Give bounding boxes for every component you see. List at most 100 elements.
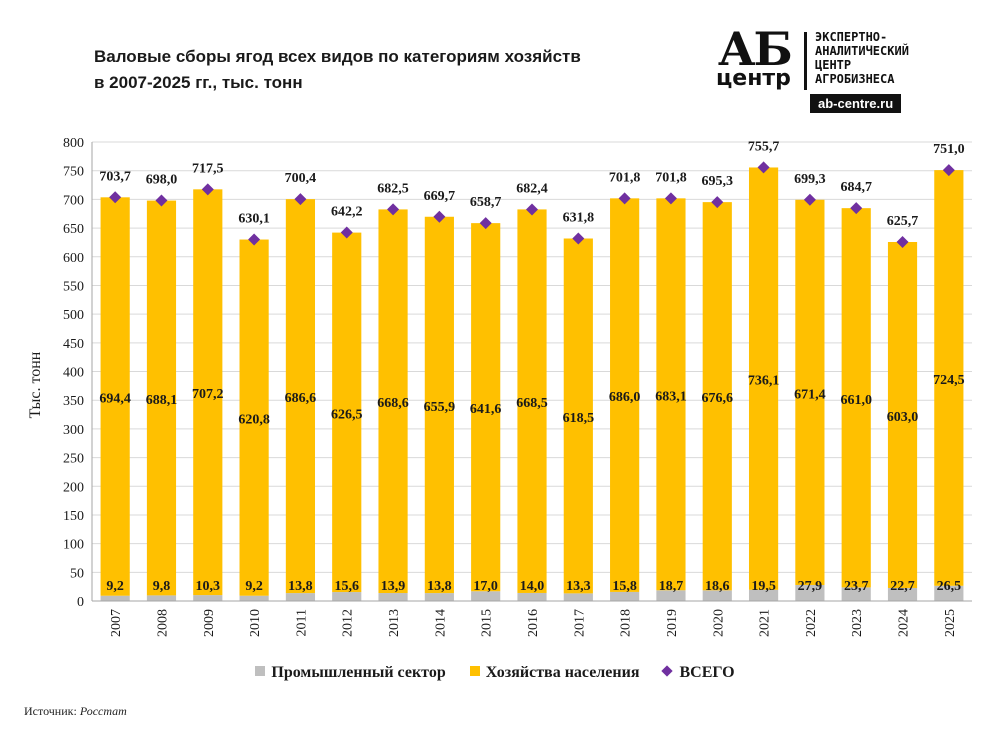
legend-swatch-households xyxy=(469,666,480,676)
bar-households xyxy=(100,197,130,596)
x-tick-label: 2009 xyxy=(202,609,217,637)
x-tick-label: 2023 xyxy=(850,609,865,637)
y-tick-label: 500 xyxy=(63,308,84,323)
label-industrial: 9,2 xyxy=(245,579,263,594)
label-industrial: 9,2 xyxy=(106,579,124,594)
label-households: 676,6 xyxy=(702,391,734,406)
bar-households xyxy=(795,199,825,585)
bar-households xyxy=(471,223,501,592)
label-total: 669,7 xyxy=(424,189,456,204)
bar-industrial xyxy=(563,593,593,601)
bar-households xyxy=(332,232,362,593)
legend-swatch-industrial xyxy=(255,666,266,676)
data-labels: 9,2 694,4 703,7 9,8 688,1 698,0 10,3 707,2 717,5… xyxy=(99,139,964,594)
x-tick-label: 2020 xyxy=(711,609,726,637)
marker-total xyxy=(711,196,724,209)
marker-total xyxy=(803,193,816,206)
label-industrial: 13,8 xyxy=(288,579,313,594)
logo-line1: ЭКСПЕРТНО- xyxy=(815,30,888,44)
label-industrial: 17,0 xyxy=(473,579,498,594)
x-tick-label: 2008 xyxy=(155,609,170,637)
label-households: 724,5 xyxy=(933,373,965,388)
label-industrial: 9,8 xyxy=(153,579,171,594)
marker-total xyxy=(618,192,631,205)
bar-households xyxy=(610,198,640,592)
label-households: 694,4 xyxy=(99,392,131,407)
y-tick-label: 250 xyxy=(63,452,84,467)
label-total: 631,8 xyxy=(563,211,595,226)
label-total: 682,4 xyxy=(516,181,548,196)
bar-industrial xyxy=(656,590,686,601)
x-tick-label: 2019 xyxy=(665,609,680,637)
marker-total xyxy=(433,210,446,223)
label-total: 682,5 xyxy=(377,181,409,196)
x-tick-label: 2014 xyxy=(433,609,448,637)
label-households: 683,1 xyxy=(655,389,687,404)
label-total: 630,1 xyxy=(238,211,270,226)
y-tick-label: 200 xyxy=(63,480,84,495)
label-industrial: 26,5 xyxy=(937,579,962,594)
label-total: 703,7 xyxy=(99,169,131,184)
source-note: Источник: Росстат xyxy=(24,704,127,719)
bar-industrial xyxy=(841,587,871,601)
marker-total xyxy=(850,202,863,215)
y-tick-label: 300 xyxy=(63,423,84,438)
y-tick-label: 50 xyxy=(70,566,84,581)
label-industrial: 27,9 xyxy=(798,579,823,594)
legend-item-industrial: Промышленный сектор xyxy=(255,664,446,682)
label-industrial: 13,3 xyxy=(566,579,591,594)
bar-households xyxy=(934,170,964,586)
chart-title-line1: Валовые сборы ягод всех видов по категор… xyxy=(94,47,581,66)
legend-diamond-total xyxy=(661,665,674,677)
label-total: 751,0 xyxy=(933,142,965,157)
legend: Промышленный сектор Хозяйства населения … xyxy=(0,664,990,682)
label-industrial: 13,9 xyxy=(381,579,406,594)
bar-households xyxy=(424,216,454,594)
label-total: 684,7 xyxy=(840,180,872,195)
bar-industrial xyxy=(332,592,362,601)
y-tick-label: 100 xyxy=(63,538,84,553)
label-total: 699,3 xyxy=(794,172,826,187)
bar-households xyxy=(887,242,918,588)
label-total: 701,8 xyxy=(609,170,641,185)
label-industrial: 19,5 xyxy=(751,579,776,594)
label-total: 701,8 xyxy=(655,170,687,185)
ab-centre-logo: АБ центр ЭКСПЕРТНО- АНАЛИТИЧЕСКИЙ ЦЕНТР … xyxy=(714,22,974,118)
label-households: 688,1 xyxy=(146,393,178,408)
bar-industrial xyxy=(517,592,547,601)
x-tick-label: 2015 xyxy=(480,609,495,637)
y-tick-label: 0 xyxy=(77,595,84,610)
label-households: 620,8 xyxy=(238,413,270,428)
bar-households xyxy=(748,167,779,590)
y-tick-label: 150 xyxy=(63,509,84,524)
x-tick-label: 2024 xyxy=(897,609,912,637)
x-tick-label: 2013 xyxy=(387,609,402,637)
marker-total xyxy=(664,192,677,205)
bar-households xyxy=(841,208,871,588)
bar-industrial xyxy=(100,595,130,601)
y-tick-label: 350 xyxy=(63,394,84,409)
x-tick-label: 2012 xyxy=(341,609,356,637)
marker-total xyxy=(942,164,955,177)
bar-industrial xyxy=(378,593,408,601)
marker-total xyxy=(896,236,909,249)
label-households: 618,5 xyxy=(563,411,595,426)
y-tick-label: 400 xyxy=(63,366,84,381)
bar-industrial xyxy=(795,584,825,601)
marker-total xyxy=(294,193,307,206)
label-total: 658,7 xyxy=(470,195,502,210)
label-households: 668,5 xyxy=(516,396,548,411)
chart-title: Валовые сборы ягод всех видов по категор… xyxy=(94,44,654,96)
label-industrial: 15,6 xyxy=(334,579,359,594)
chart-title-line2: в 2007-2025 гг., тыс. тонн xyxy=(94,73,303,92)
bar-households xyxy=(239,239,269,596)
x-tick-label: 2017 xyxy=(572,609,587,637)
bar-households xyxy=(193,189,223,596)
y-tick-label: 650 xyxy=(63,222,84,237)
y-tick-label: 700 xyxy=(63,193,84,208)
label-industrial: 22,7 xyxy=(890,579,915,594)
y-axis: 0 50 100 150 200 250 300 350 400 450 500 550 600 650 7… xyxy=(63,136,93,610)
marker-total xyxy=(387,203,400,216)
label-industrial: 15,8 xyxy=(612,579,637,594)
